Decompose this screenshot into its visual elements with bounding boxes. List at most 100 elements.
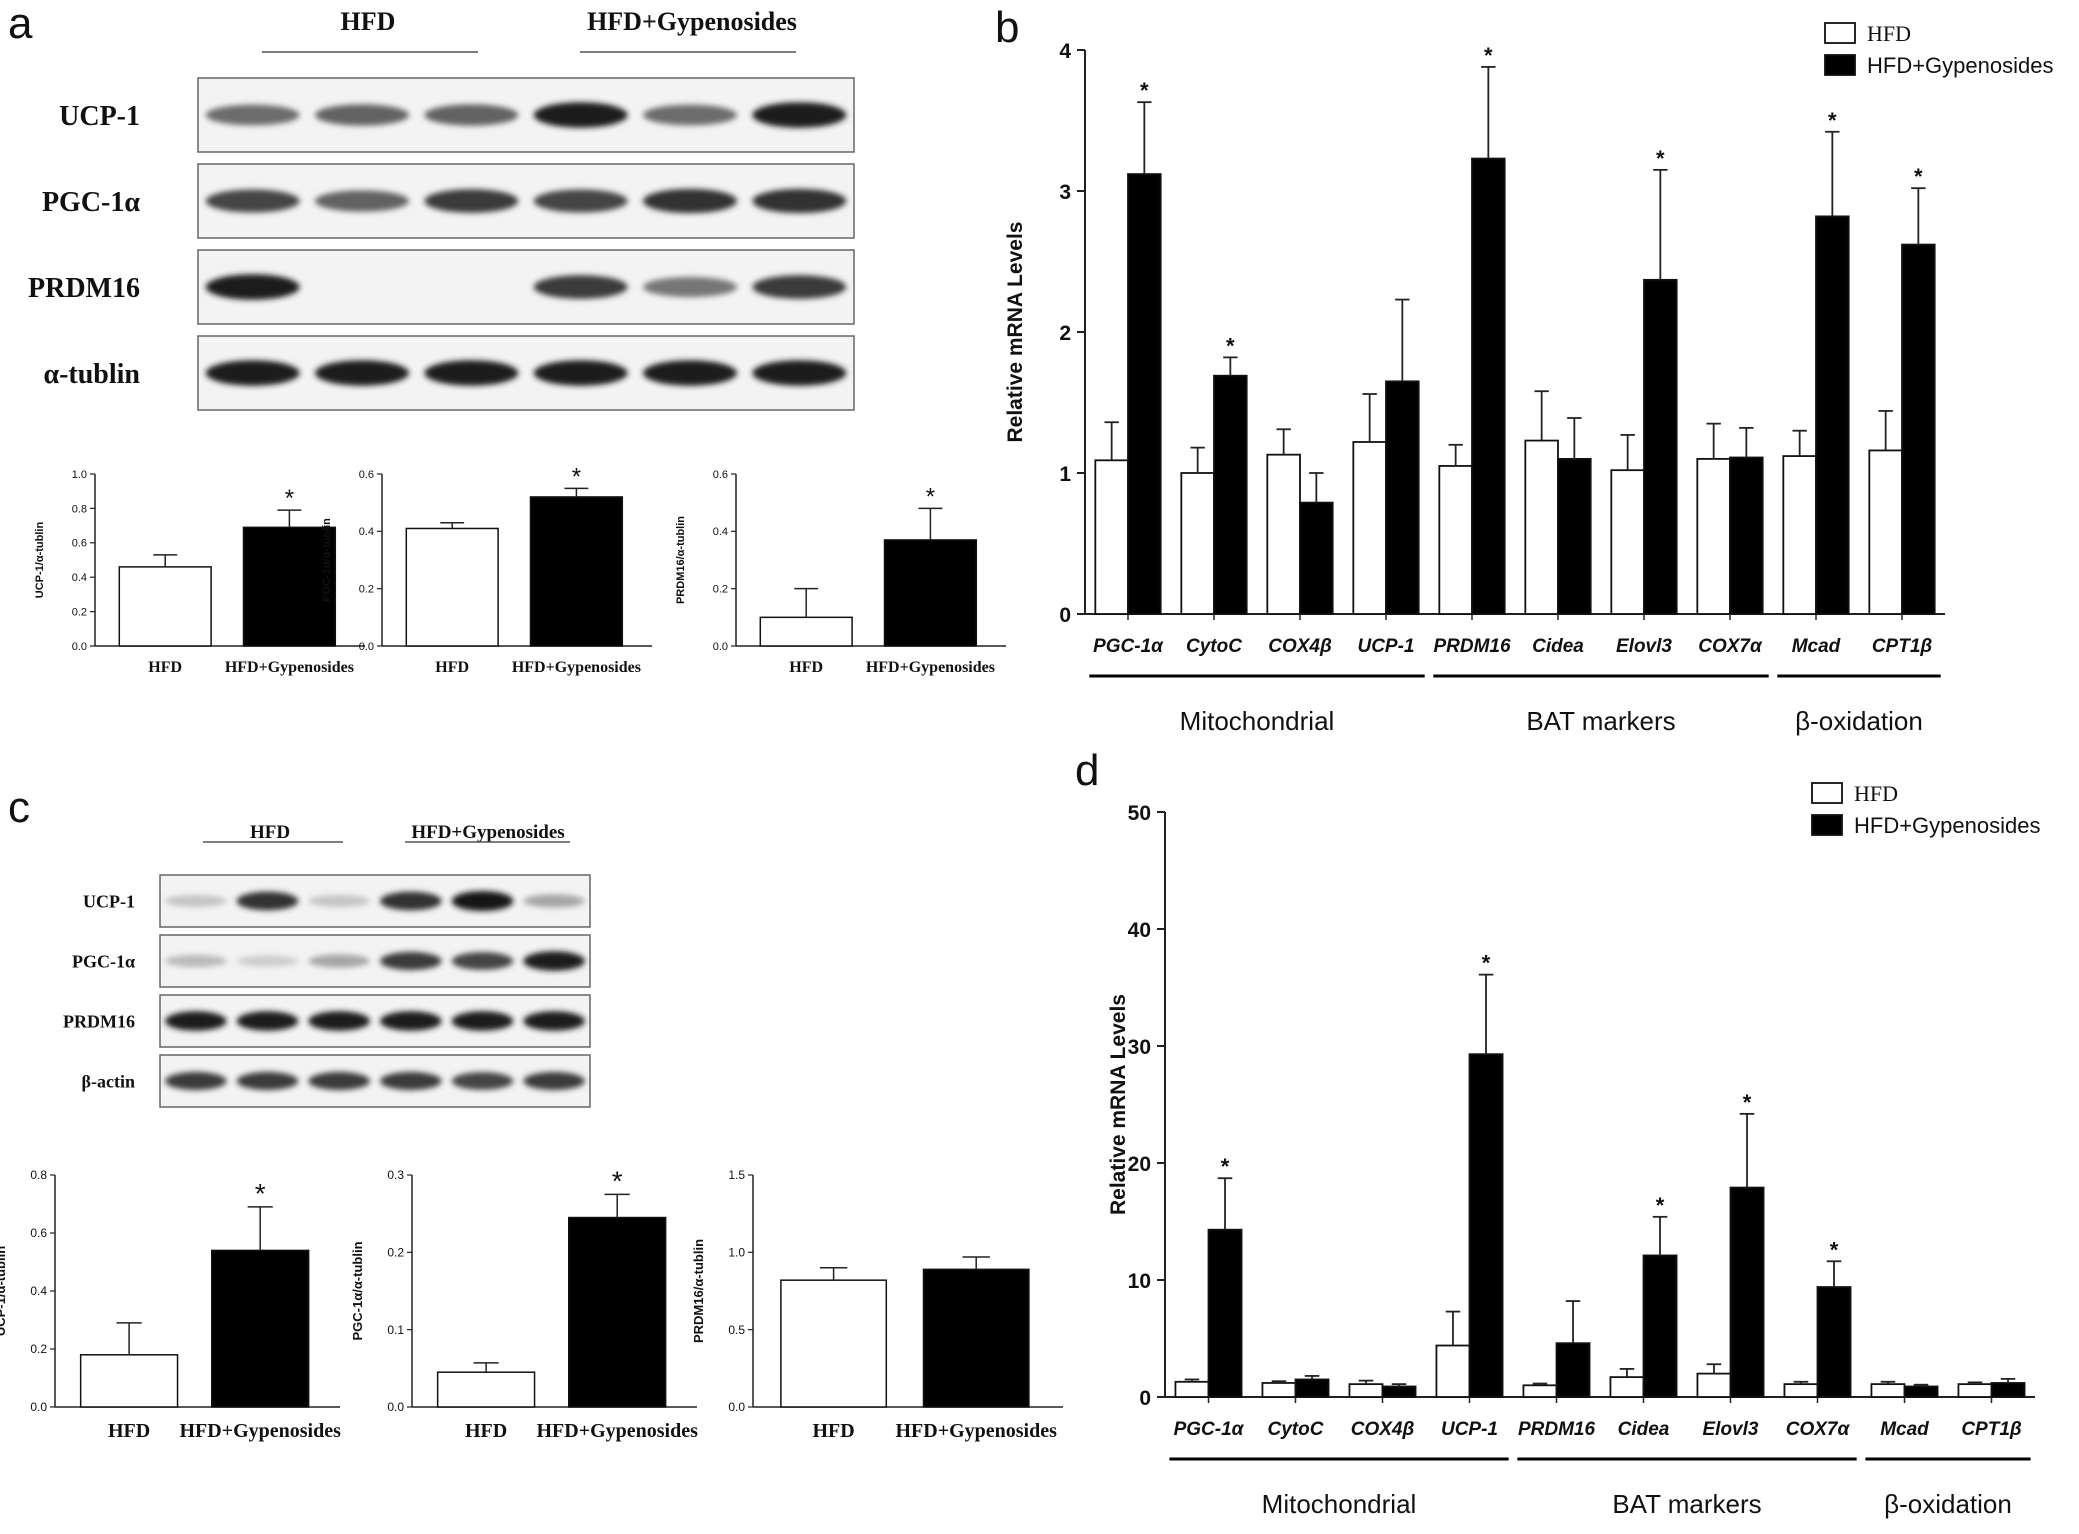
quant-bar-gyp: [568, 1216, 667, 1408]
significance-star: *: [1743, 1090, 1752, 1115]
bar-gyp: [1903, 1385, 1939, 1398]
quant-y-tick-label: 1.0: [72, 469, 87, 481]
blot-membrane: [197, 77, 855, 153]
x-tick-label: Mcad: [1880, 1419, 1929, 1440]
quant-y-label: PRDM16/α-tublin: [675, 516, 687, 604]
blot-row-label: UCP-1: [59, 101, 140, 132]
blot-membrane: [159, 1054, 591, 1108]
quant-category-label: HFD+Gypenosides: [536, 1420, 698, 1442]
x-tick-label: UCP-1: [1441, 1419, 1498, 1440]
bar-gyp: [1642, 1254, 1678, 1398]
blot-band: [165, 954, 227, 968]
blot-band: [205, 360, 300, 386]
blot-band: [308, 954, 370, 968]
quant-y-tick-label: 0.2: [713, 584, 728, 596]
bar-gyp: [1990, 1382, 2026, 1398]
blot-a-group-gyp: HFD+Gypenosides: [587, 7, 797, 36]
blot-band: [236, 891, 299, 911]
quant-bar-gyp: [883, 539, 978, 647]
quant-bar-gyp: [922, 1268, 1030, 1408]
x-tick-label: CPT1β: [1872, 636, 1933, 657]
blot-band: [752, 188, 847, 214]
blot-band: [752, 360, 847, 386]
x-tick-label: PGC-1α: [1093, 636, 1164, 657]
blot-band: [533, 360, 628, 386]
bar-hfd: [1435, 1344, 1471, 1398]
bar-gyp: [1299, 501, 1334, 615]
panel-letter-b: b: [995, 3, 1019, 52]
quant-bar-hfd: [780, 1279, 888, 1408]
quant-chart-a-pgc1a: 0.0 0.2 0.4 0.6 PGC-1α/α-tublin HFD HFD+Gypeno…: [321, 463, 652, 676]
blot-band: [451, 952, 514, 970]
blot-band: [752, 102, 847, 128]
quant-y-label: UCP-1/α-tublin: [0, 1246, 8, 1336]
bar-hfd: [1180, 472, 1215, 615]
y-tick-label: 0: [1059, 604, 1071, 627]
bar-gyp: [1555, 1342, 1591, 1398]
blot-band: [165, 1071, 227, 1091]
bar-gyp: [1816, 1286, 1852, 1398]
x-tick-label: Elovl3: [1616, 636, 1672, 657]
quant-bar-hfd: [759, 616, 853, 647]
significance-star: *: [1482, 951, 1491, 976]
blot-band: [451, 891, 514, 911]
blot-band: [308, 1071, 370, 1091]
mrna-bar-chart-b: 0 1 2 3 4 Relative mRNA Levels * PGC-1α * CytoC CO…: [1004, 21, 2053, 736]
x-tick-label: PRDM16: [1518, 1419, 1596, 1440]
quant-y-tick-label: 1.0: [728, 1246, 745, 1260]
quant-chart-a-ucp1: 0.0 0.2 0.4 0.6 0.8 1.0 UCP-1/α-tublin HFD HFD+G…: [34, 469, 365, 676]
bar-gyp: [1381, 1385, 1417, 1398]
y-tick-label: 1: [1059, 463, 1071, 486]
quant-bar-gyp: [529, 496, 624, 647]
quant-y-label: PGC-1α/α-tublin: [350, 1241, 365, 1340]
group-label: β-oxidation: [1795, 706, 1923, 736]
group-label: Mitochondrial: [1262, 1489, 1417, 1519]
blot-band: [424, 360, 519, 386]
blot-band: [236, 955, 299, 967]
y-axis-label: Relative mRNA Levels: [1107, 994, 1130, 1215]
bar-hfd: [1782, 455, 1817, 615]
quant-category-label: HFD+Gypenosides: [512, 659, 641, 676]
quant-bar-hfd: [436, 1371, 536, 1408]
blot-band: [752, 275, 847, 299]
quant-chart-a-prdm16: 0.0 0.2 0.4 0.6 PRDM16/α-tublin HFD HFD+Gypeno…: [675, 469, 1006, 676]
quant-y-label: PRDM16/α-tublin: [691, 1239, 706, 1343]
blot-band: [523, 1071, 585, 1091]
quant-category-label: HFD: [108, 1420, 150, 1442]
quant-category-label: HFD+Gypenosides: [866, 659, 995, 676]
quant-bar-hfd: [405, 527, 499, 647]
blot-band: [533, 102, 628, 128]
blot-membrane: [159, 874, 591, 928]
quant-y-label: PGC-1α/α-tublin: [321, 518, 333, 602]
quant-y-tick-label: 0.4: [713, 526, 728, 538]
blot-row-label: PRDM16: [63, 1011, 135, 1031]
quant-y-tick-label: 0.5: [728, 1323, 745, 1337]
bar-gyp: [1471, 157, 1506, 615]
blot-band: [642, 188, 738, 214]
bar-hfd: [1783, 1383, 1819, 1398]
legend-swatch-hfd: [1824, 22, 1856, 44]
quant-category-label: HFD+Gypenosides: [225, 659, 354, 676]
blot-band: [314, 360, 410, 386]
quant-bar-gyp: [242, 526, 337, 647]
legend-label-hfd: HFD: [1854, 781, 1898, 806]
blot-band: [236, 1011, 299, 1031]
bar-hfd: [1094, 459, 1129, 615]
x-tick-label: Cidea: [1532, 636, 1584, 657]
quant-y-tick-label: 0.6: [359, 469, 374, 481]
blot-band: [165, 895, 227, 907]
y-axis-label: Relative mRNA Levels: [1004, 222, 1027, 443]
quant-y-tick-label: 0.2: [359, 584, 374, 596]
blot-membrane: [197, 163, 855, 239]
y-tick-label: 20: [1128, 1153, 1151, 1176]
blot-band: [451, 1011, 514, 1031]
y-tick-label: 40: [1128, 919, 1151, 942]
blot-c-group-hfd: HFD: [250, 822, 290, 843]
quant-bar-gyp: [211, 1249, 310, 1408]
blot-band: [205, 274, 300, 300]
x-tick-label: CytoC: [1186, 636, 1242, 657]
quant-category-label: HFD: [812, 1420, 854, 1442]
bar-hfd: [1261, 1382, 1297, 1398]
x-tick-label: COX7α: [1786, 1419, 1851, 1440]
